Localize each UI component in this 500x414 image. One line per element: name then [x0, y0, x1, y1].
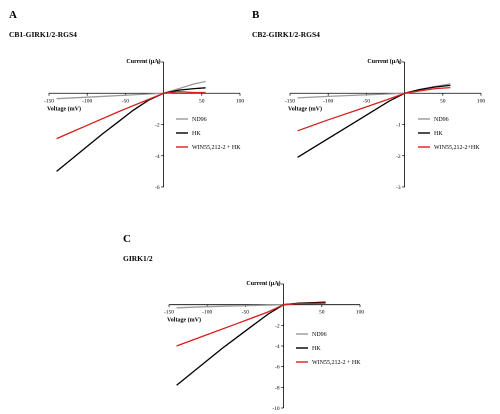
y-tick-label: -10: [272, 406, 280, 412]
chart-title: CB2-GIRK1/2-RGS4: [252, 30, 320, 39]
y-tick-label: -4: [275, 344, 280, 350]
legend-label: ND96: [434, 117, 449, 123]
x-tick-label: 100: [236, 98, 245, 104]
x-axis-label: Voltage (mV): [288, 105, 322, 112]
series-line-nd96: [56, 80, 206, 100]
x-tick-label: -100: [202, 310, 212, 316]
legend-label: WIN55,212-2 + HK: [312, 360, 361, 366]
x-tick-label: 50: [199, 98, 205, 104]
y-axis-label: Current (µA): [367, 58, 401, 65]
panel-letter: A: [9, 9, 17, 21]
x-tick-label: 50: [440, 98, 446, 104]
y-axis-label: Current (µA): [126, 58, 160, 65]
series-line-hk: [297, 84, 451, 158]
y-tick-label: -6: [155, 185, 160, 191]
legend-label: WIN55,212-2+HK: [434, 145, 480, 151]
series-line-win: [176, 302, 326, 347]
x-tick-label: -50: [242, 310, 250, 316]
y-tick-label: -2: [396, 154, 401, 160]
x-tick-label: -150: [44, 98, 54, 104]
panel-a: A CB1-GIRK1/2-RGS4 -150 -100 -50 50 100 -6 -4-…: [0, 0, 250, 200]
x-tick-label: 100: [477, 98, 486, 104]
y-axis-label: Current (µA): [246, 280, 280, 287]
y-tick-label: -6: [275, 365, 280, 371]
y-tick-label: 2: [157, 60, 160, 66]
panel-letter: B: [252, 9, 260, 21]
y-tick-label: -4: [155, 154, 160, 160]
series-line-win: [56, 91, 206, 140]
legend-label: WIN55,212-2 + HK: [192, 145, 241, 151]
x-tick-label: -150: [164, 310, 174, 316]
y-tick-label: 1: [398, 60, 401, 66]
panel-b: B CB2-GIRK1/2-RGS4 -150 -100 -50 50 100 -3 -2-…: [0, 0, 500, 200]
x-tick-label: -50: [122, 98, 130, 104]
chart-title: GIRK1/2: [123, 254, 153, 263]
legend-label: HK: [434, 131, 443, 137]
x-tick-label: -100: [323, 98, 333, 104]
series-line-win: [297, 86, 451, 132]
x-tick-label: -150: [285, 98, 295, 104]
x-axis-label: Voltage (mV): [47, 105, 81, 112]
series-line-hk: [56, 87, 206, 172]
x-tick-label: 100: [356, 310, 365, 316]
y-tick-label: -3: [396, 185, 401, 191]
y-tick-label: -2: [155, 123, 160, 129]
x-tick-label: 50: [319, 310, 325, 316]
legend-label: ND96: [312, 332, 327, 338]
y-tick-label: -1: [396, 123, 401, 129]
x-axis-label: Voltage (mV): [167, 317, 201, 324]
x-tick-label: -100: [82, 98, 92, 104]
legend-label: HK: [192, 131, 201, 137]
y-tick-label: -2: [275, 323, 280, 329]
legend-label: ND96: [192, 117, 207, 123]
x-tick-label: -50: [363, 98, 371, 104]
y-tick-label: -8: [275, 385, 280, 391]
y-tick-label: 2: [277, 282, 280, 288]
chart-title: CB1-GIRK1/2-RGS4: [9, 30, 77, 39]
series-line-hk: [176, 301, 326, 386]
panel-letter: C: [123, 233, 131, 245]
legend-label: HK: [312, 346, 321, 352]
